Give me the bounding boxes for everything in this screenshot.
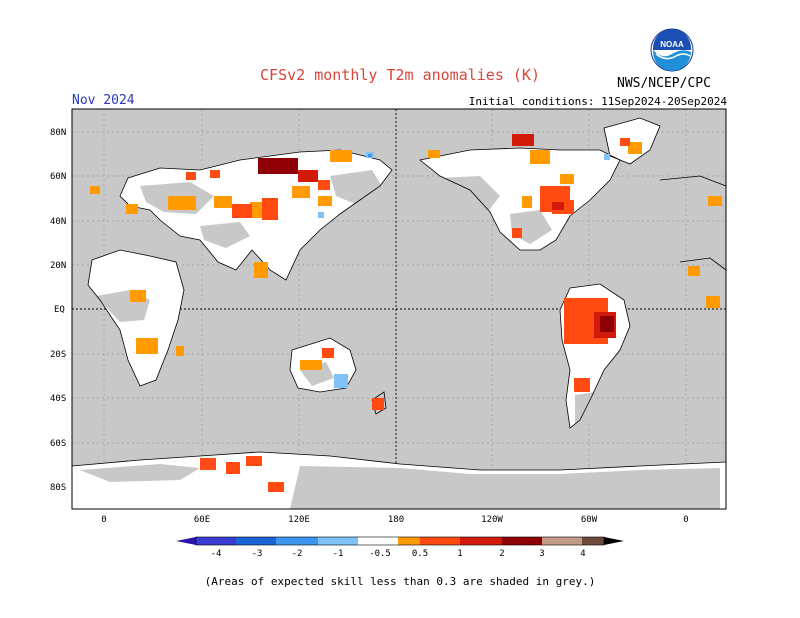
legend-swatch [358, 537, 398, 545]
lat-tick-label: 20S [50, 350, 66, 360]
legend-label: -0.5 [369, 549, 391, 559]
legend-label: -3 [252, 549, 263, 559]
forecast-period: Nov 2024 [72, 93, 135, 108]
legend-label: 1 [457, 549, 462, 559]
lat-tick-label: 80S [50, 483, 66, 493]
initial-conditions: Initial conditions: 11Sep2024-20Sep2024 [468, 95, 727, 108]
legend-arrow-high [604, 537, 624, 545]
map-frame [71, 108, 727, 510]
lon-tick-label: 120E [288, 515, 310, 525]
legend-swatch [420, 537, 460, 545]
legend-swatch [542, 537, 582, 545]
lat-tick-label: 80N [50, 128, 66, 138]
legend-label: -1 [333, 549, 344, 559]
anomaly-patches [90, 134, 722, 492]
lon-tick-label: 60E [194, 515, 210, 525]
legend-label: 2 [499, 549, 504, 559]
skill-note: (Areas of expected skill less than 0.3 a… [204, 575, 596, 588]
legend-swatch [502, 537, 542, 545]
legend-swatch [398, 537, 420, 545]
color-legend [176, 536, 624, 546]
lat-tick-label: 20N [50, 261, 66, 271]
lat-tick-label: 40N [50, 217, 66, 227]
noaa-logo: NOAA [650, 28, 694, 72]
legend-label: 3 [539, 549, 544, 559]
legend-label: 0.5 [412, 549, 428, 559]
agency-label: NWS/NCEP/CPC [617, 76, 711, 91]
lon-tick-label: 180 [388, 515, 404, 525]
legend-swatch [196, 537, 236, 545]
svg-text:NOAA: NOAA [660, 40, 684, 49]
legend-swatch [460, 537, 502, 545]
lat-tick-label: 40S [50, 394, 66, 404]
lat-axis: 80N 60N 40N 20N EQ 20S 40S 60S 80S [50, 128, 66, 493]
lat-tick-label: EQ [54, 305, 65, 315]
legend-arrow-low [176, 537, 196, 545]
legend-swatch [236, 537, 276, 545]
chart-title: CFSv2 monthly T2m anomalies (K) [260, 66, 540, 84]
lat-tick-label: 60N [50, 172, 66, 182]
legend-labels: -4 -3 -2 -1 -0.5 0.5 1 2 3 4 [211, 549, 586, 559]
lon-tick-label: 0 [683, 515, 688, 525]
legend-label: -4 [211, 549, 222, 559]
legend-label: -2 [292, 549, 303, 559]
lon-axis: 0 60E 120E 180 120W 60W 0 [101, 515, 688, 525]
land-low-skill [80, 170, 720, 509]
legend-swatch [318, 537, 358, 545]
legend-swatch [276, 537, 318, 545]
land-north-america [420, 148, 620, 250]
legend-swatch [582, 537, 604, 545]
lat-tick-label: 60S [50, 439, 66, 449]
lon-tick-label: 0 [101, 515, 106, 525]
legend-label: 4 [580, 549, 585, 559]
lon-tick-label: 120W [481, 515, 503, 525]
lon-tick-label: 60W [581, 515, 598, 525]
